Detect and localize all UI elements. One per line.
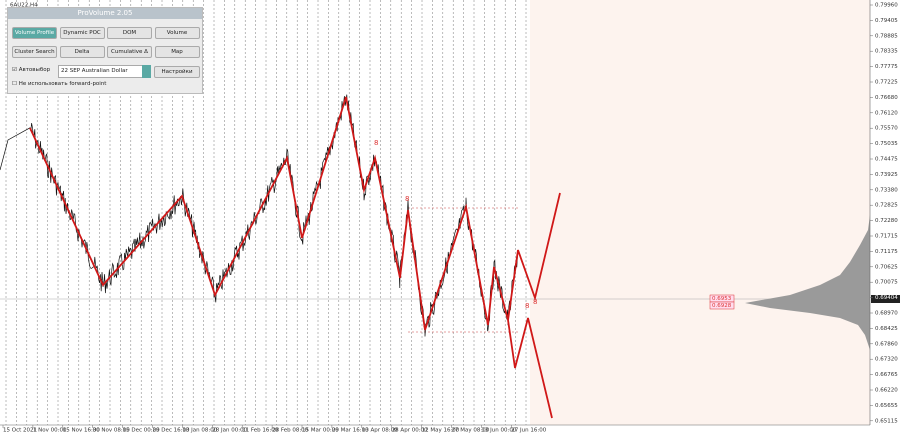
- y-tick-label: 0.70625: [875, 264, 898, 270]
- x-tick-label: 29 Mar 16:00: [332, 428, 369, 434]
- y-tick-label: 0.68425: [875, 326, 898, 332]
- y-tick-label: 0.66220: [875, 388, 898, 394]
- x-tick-label: 15 Nov 16:00: [63, 428, 101, 434]
- forward-point-label: Не использовать forward-point: [18, 81, 107, 87]
- instrument-select[interactable]: 22 SEP Australian Dollar: [58, 65, 146, 78]
- y-tick-label: 0.66765: [875, 372, 898, 378]
- y-tick-label: 0.65655: [875, 403, 898, 409]
- level-label: 0.6953: [712, 296, 732, 302]
- marker: 8: [405, 195, 409, 203]
- y-tick-label: 0.75035: [875, 141, 898, 147]
- y-tick-label: 0.68970: [875, 311, 898, 317]
- x-tick-label: 11 Feb 16:00: [242, 428, 279, 434]
- x-tick-label: 12 May 16:00: [422, 428, 460, 434]
- axes: 0.79960 0.79405 0.78885 0.78335 0.77775 0.772…: [2, 3, 898, 434]
- y-tick-label: 0.71715: [875, 234, 898, 240]
- y-tick-label: 0.69404: [875, 295, 898, 301]
- current-price-box: [871, 295, 900, 303]
- y-tick-label: 0.72825: [875, 203, 898, 209]
- session-lines: [5, 0, 527, 425]
- tool-button[interactable]: Cumulative Δ: [107, 46, 152, 58]
- tool-button[interactable]: Map: [154, 46, 200, 58]
- forward-point[interactable]: ☐ Не использовать forward-point: [12, 81, 107, 87]
- x-tick-label: 13 Apr 08:00: [362, 428, 398, 434]
- panel-title: ProVolume 2.05: [8, 8, 202, 19]
- x-tick-label: 27 Jun 16:00: [511, 428, 546, 434]
- auto-select-label: Автовыбор: [18, 67, 51, 73]
- y-tick-label: 0.73380: [875, 187, 898, 193]
- x-tick-label: 15 Mar 00:00: [302, 428, 339, 434]
- y-tick-label: 0.77225: [875, 80, 898, 86]
- x-tick-label: 28 Apr 00:00: [392, 428, 428, 434]
- tool-button[interactable]: Volume Profile: [12, 27, 57, 39]
- y-tick-label: 0.65115: [875, 418, 898, 424]
- y-tick-label: 0.67320: [875, 357, 898, 363]
- marker: 8: [374, 139, 378, 147]
- x-tick-label: 1 Nov 00:00: [33, 428, 67, 434]
- provolume-panel: ProVolume 2.05 Volume Profile Dynamic POC…: [7, 7, 203, 94]
- y-tick-label: 0.78885: [875, 33, 898, 39]
- tool-button[interactable]: Dynamic POC: [59, 27, 105, 39]
- level-label: 0.6928: [712, 303, 732, 309]
- x-tick-label: 15 Dec 00:00: [123, 428, 160, 434]
- x-tick-label: 15 Oct 2021: [3, 428, 37, 434]
- auto-select[interactable]: ☑ Автовыбор: [12, 67, 51, 73]
- x-tick-label: 30 Nov 08:00: [93, 428, 131, 434]
- y-tick-label: 0.76680: [875, 95, 898, 101]
- volume-profile: [745, 215, 870, 350]
- tool-button[interactable]: Cluster Search: [12, 46, 57, 58]
- tool-button[interactable]: Volume: [154, 27, 200, 39]
- y-tick-label: 0.67860: [875, 341, 898, 347]
- tool-button[interactable]: DOM: [107, 27, 152, 39]
- y-tick-label: 0.79960: [875, 3, 898, 9]
- profile-bg: [530, 0, 870, 425]
- y-tick-label: 0.75570: [875, 126, 898, 132]
- symbol: 6AU22,H4: [10, 3, 38, 9]
- marker: 8: [525, 302, 529, 310]
- y-tick-label: 0.70075: [875, 280, 898, 286]
- y-tick-label: 0.78335: [875, 49, 898, 55]
- x-tick-label: 28 Feb 08:00: [272, 428, 309, 434]
- price-series: [0, 94, 518, 337]
- y-tick-label: 0.73925: [875, 172, 898, 178]
- x-tick-label: 29 Dec 16:00: [153, 428, 190, 434]
- y-tick-label: 0.79405: [875, 18, 898, 24]
- x-tick-label: 28 Jan 00:00: [212, 428, 247, 434]
- tool-button[interactable]: Delta: [59, 46, 105, 58]
- level-box: [709, 301, 735, 310]
- zigzag-forecast: [507, 317, 553, 419]
- x-tick-label: 27 May 08:00: [452, 428, 490, 434]
- marker: 8: [533, 298, 537, 306]
- x-tick-label: 13 Jun 00:00: [481, 428, 516, 434]
- x-tick-label: 13 Jan 08:00: [182, 428, 217, 434]
- y-tick-label: 0.76120: [875, 110, 898, 116]
- y-tick-label: 0.71175: [875, 249, 898, 255]
- y-tick-label: 0.77775: [875, 64, 898, 70]
- settings-button[interactable]: Настройки: [154, 66, 200, 78]
- y-tick-label: 0.72280: [875, 218, 898, 224]
- y-tick-label: 0.74475: [875, 157, 898, 163]
- dropdown-arrow[interactable]: [142, 65, 151, 78]
